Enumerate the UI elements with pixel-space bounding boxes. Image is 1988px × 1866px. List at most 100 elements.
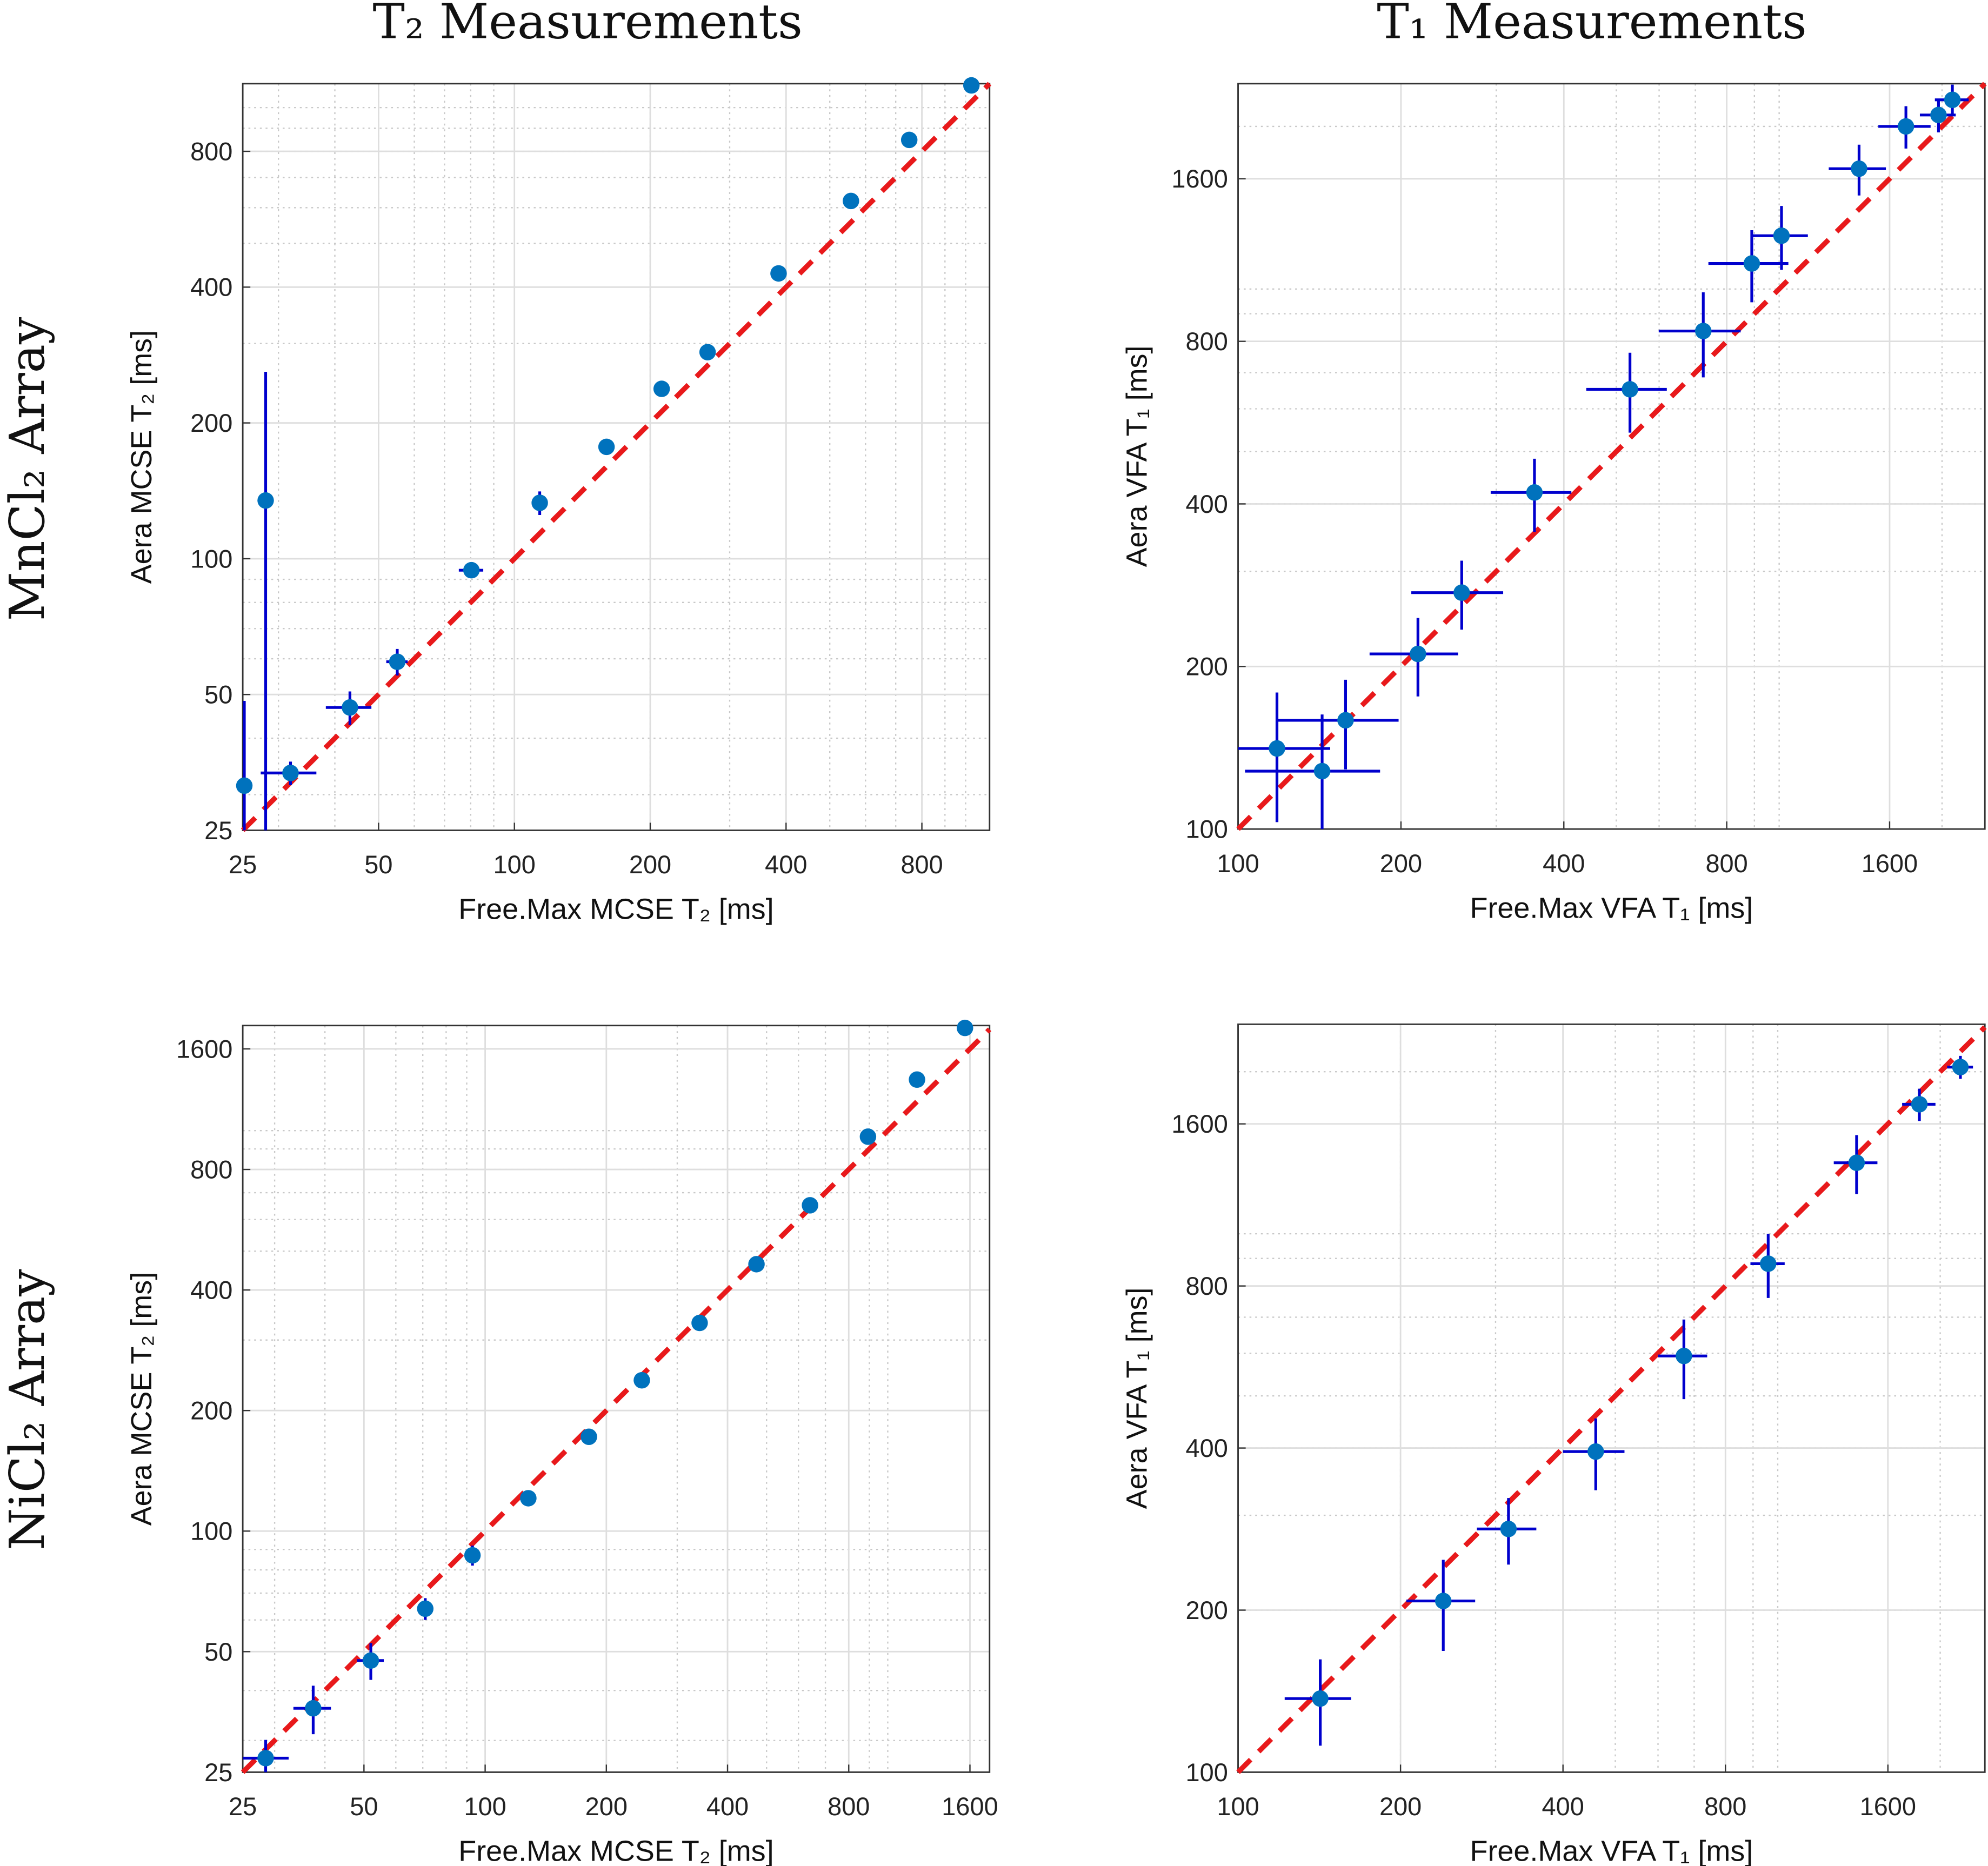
data-point bbox=[1453, 584, 1470, 601]
y-axis-label: Aera MCSE T₂ [ms] bbox=[125, 330, 158, 584]
data-point bbox=[1851, 160, 1867, 177]
identity-line bbox=[1236, 82, 1987, 831]
data-point bbox=[417, 1600, 434, 1617]
y-tick-label: 800 bbox=[190, 137, 232, 165]
data-point bbox=[1952, 1059, 1969, 1075]
plot-frame bbox=[242, 83, 991, 831]
data-point bbox=[362, 1652, 379, 1669]
data-point bbox=[1337, 712, 1354, 729]
x-tick-label: 50 bbox=[364, 851, 392, 879]
x-tick-label: 1600 bbox=[1862, 850, 1918, 878]
data-point bbox=[1760, 1255, 1777, 1272]
data-point bbox=[691, 1314, 708, 1332]
y-tick-label: 800 bbox=[190, 1155, 232, 1183]
data-point bbox=[1743, 255, 1760, 272]
y-axis-label: Aera VFA T₁ [ms] bbox=[1121, 346, 1153, 567]
data-point bbox=[699, 344, 716, 360]
y-tick-label: 800 bbox=[1186, 1272, 1228, 1300]
plot: 100 200 400 800 1600 100 200 400 800 1600 Free.Max… bbox=[1121, 82, 1987, 924]
data-point bbox=[802, 1197, 818, 1214]
x-tick-label: 200 bbox=[585, 1793, 628, 1821]
y-tick-label: 100 bbox=[1186, 815, 1228, 844]
data-point bbox=[633, 1372, 650, 1389]
data-point bbox=[900, 131, 918, 149]
column-title: T₁ Measurements bbox=[1377, 0, 1806, 50]
data-point bbox=[305, 1700, 322, 1717]
data-point bbox=[1410, 645, 1426, 663]
x-tick-label: 25 bbox=[229, 851, 257, 879]
x-tick-label: 400 bbox=[706, 1793, 749, 1821]
data-point bbox=[1622, 381, 1638, 398]
y-tick-label: 400 bbox=[1186, 1434, 1228, 1462]
plot: 100 200 400 800 1600 100 200 400 800 1600 Free.Max… bbox=[1121, 1023, 1987, 1866]
data-point bbox=[909, 1071, 925, 1088]
data-point bbox=[257, 492, 274, 509]
y-tick-label: 1600 bbox=[1171, 165, 1228, 193]
data-point bbox=[859, 1128, 877, 1145]
plot-frame bbox=[1237, 1023, 1986, 1773]
data-point bbox=[1897, 118, 1914, 135]
data-point bbox=[963, 77, 980, 94]
y-tick-label: 200 bbox=[1186, 1596, 1228, 1624]
data-point bbox=[1911, 1096, 1928, 1113]
x-tick-label: 100 bbox=[464, 1793, 506, 1821]
data-point bbox=[581, 1428, 597, 1445]
y-tick-label: 800 bbox=[1186, 327, 1228, 356]
y-tick-label: 400 bbox=[190, 1276, 232, 1305]
data-point bbox=[653, 380, 670, 397]
y-tick-label: 25 bbox=[204, 817, 232, 845]
data-point bbox=[389, 653, 406, 670]
x-tick-label: 400 bbox=[1542, 1793, 1584, 1821]
data-point bbox=[957, 1019, 973, 1036]
x-tick-label: 1600 bbox=[1860, 1793, 1916, 1821]
plot: 25 50 100 200 400 800 1600 25 50 100 200 400 800 1600… bbox=[125, 1019, 998, 1866]
y-tick-label: 100 bbox=[190, 545, 232, 573]
data-point bbox=[1313, 763, 1331, 780]
data-point bbox=[1435, 1593, 1452, 1609]
identity-line bbox=[241, 82, 992, 832]
data-point bbox=[1526, 484, 1543, 501]
x-tick-label: 800 bbox=[1705, 850, 1747, 878]
row-label: NiCl₂ Array bbox=[0, 1269, 56, 1550]
x-tick-label: 400 bbox=[765, 851, 807, 879]
identity-line bbox=[1236, 1025, 1987, 1774]
y-tick-label: 50 bbox=[204, 1638, 232, 1666]
x-tick-label: 50 bbox=[350, 1793, 378, 1821]
y-tick-label: 1600 bbox=[1171, 1110, 1228, 1138]
y-tick-label: 25 bbox=[204, 1758, 232, 1787]
data-point bbox=[598, 438, 615, 456]
plot-frame bbox=[1237, 83, 1986, 830]
data-point bbox=[1848, 1154, 1865, 1171]
plot-frame bbox=[242, 1025, 991, 1773]
x-tick-label: 25 bbox=[229, 1793, 257, 1821]
data-point bbox=[282, 765, 299, 781]
x-tick-label: 200 bbox=[1379, 1793, 1422, 1821]
x-axis-label: Free.Max VFA T₁ [ms] bbox=[1470, 1835, 1753, 1866]
data-point bbox=[1587, 1443, 1604, 1460]
x-axis-label: Free.Max MCSE T₂ [ms] bbox=[458, 893, 773, 926]
data-point bbox=[520, 1490, 537, 1507]
data-point bbox=[1695, 323, 1712, 339]
y-tick-label: 1600 bbox=[176, 1035, 232, 1063]
y-axis-label: Aera MCSE T₂ [ms] bbox=[125, 1272, 158, 1526]
data-point bbox=[463, 561, 480, 579]
x-tick-label: 800 bbox=[1704, 1793, 1746, 1821]
data-point bbox=[843, 192, 859, 210]
data-point bbox=[770, 265, 787, 282]
y-tick-label: 100 bbox=[190, 1517, 232, 1546]
y-axis-label: Aera VFA T₁ [ms] bbox=[1121, 1287, 1153, 1509]
data-point bbox=[1500, 1521, 1517, 1537]
data-point bbox=[748, 1256, 765, 1273]
y-tick-label: 50 bbox=[204, 681, 232, 709]
x-tick-label: 800 bbox=[828, 1793, 870, 1821]
x-tick-label: 200 bbox=[1380, 850, 1422, 878]
x-tick-label: 800 bbox=[900, 851, 943, 879]
data-point bbox=[464, 1547, 481, 1564]
y-tick-label: 400 bbox=[1186, 490, 1228, 518]
data-point bbox=[257, 1750, 274, 1767]
data-point bbox=[1269, 740, 1285, 757]
data-point bbox=[1944, 91, 1961, 109]
y-tick-label: 200 bbox=[190, 1397, 232, 1425]
data-point bbox=[1773, 227, 1790, 244]
